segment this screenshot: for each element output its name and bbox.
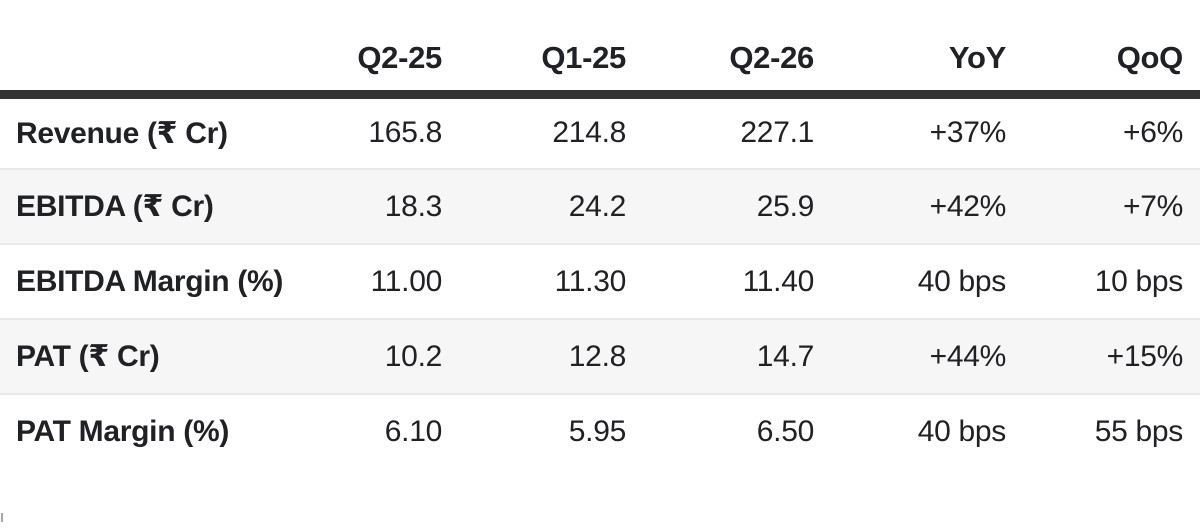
cell-value: 6.10 bbox=[258, 393, 442, 469]
row-label: PAT (₹ Cr) bbox=[0, 318, 258, 394]
table-row: EBITDA Margin (%) 11.00 11.30 11.40 40 bps 10… bbox=[0, 243, 1200, 319]
cell-value: 14.7 bbox=[626, 318, 814, 394]
cell-value: 10.2 bbox=[258, 318, 442, 394]
cell-value: 40 bps bbox=[814, 243, 1006, 319]
cell-value: 5.95 bbox=[442, 393, 626, 469]
table-header: Q2-25 Q1-25 Q2-26 YoY QoQ bbox=[0, 0, 1200, 99]
cell-value: 227.1 bbox=[740, 116, 814, 150]
cell-value: 11.40 bbox=[626, 243, 814, 319]
cell-value: 55 bps bbox=[1006, 393, 1200, 469]
row-label: PAT Margin (%) bbox=[0, 393, 258, 469]
cell-value: 11.30 bbox=[442, 243, 626, 319]
column-header-q2-26: Q2-26 bbox=[626, 0, 814, 99]
table-row: PAT (₹ Cr) 10.2 12.8 14.7 +44% +15% bbox=[0, 318, 1200, 394]
quarterly-financials-table: Q2-25 Q1-25 Q2-26 YoY QoQ Revenue (₹ Cr)… bbox=[0, 0, 1200, 469]
table-row: Revenue (₹ Cr) 165.8 214.8 227.1 +37% +6% bbox=[0, 94, 1200, 169]
row-label: EBITDA Margin (%) bbox=[0, 243, 283, 319]
cell-value: 10 bps bbox=[1006, 243, 1200, 319]
column-header-q2-25: Q2-25 bbox=[258, 0, 442, 99]
cell-value: +15% bbox=[1006, 318, 1200, 394]
cell-value: +6% bbox=[1123, 116, 1183, 150]
cell-value: 40 bps bbox=[814, 393, 1006, 469]
row-label: EBITDA (₹ Cr) bbox=[0, 168, 258, 244]
table-row: EBITDA (₹ Cr) 18.3 24.2 25.9 +42% +7% bbox=[0, 168, 1200, 244]
column-header-yoy: YoY bbox=[814, 0, 1006, 99]
row-label: Revenue (₹ Cr) bbox=[16, 116, 228, 150]
cell-value: +37% bbox=[929, 116, 1007, 150]
column-header-q1-25: Q1-25 bbox=[442, 0, 626, 99]
cell-value: 12.8 bbox=[442, 318, 626, 394]
cell-value: 18.3 bbox=[258, 168, 442, 244]
cell-value: 24.2 bbox=[442, 168, 626, 244]
cell-value: +7% bbox=[1006, 168, 1200, 244]
cell-value: 6.50 bbox=[626, 393, 814, 469]
table-body: Revenue (₹ Cr) 165.8 214.8 227.1 +37% +6% EBIT… bbox=[0, 94, 1200, 469]
cell-value: 214.8 bbox=[552, 116, 626, 150]
column-header-qoq: QoQ bbox=[1006, 0, 1200, 99]
cell-value: +44% bbox=[814, 318, 1006, 394]
table-row: PAT Margin (%) 6.10 5.95 6.50 40 bps 55 bps bbox=[0, 393, 1200, 469]
cell-value: 165.8 bbox=[368, 116, 442, 150]
column-header-metric bbox=[0, 0, 258, 99]
header-row: Q2-25 Q1-25 Q2-26 YoY QoQ bbox=[0, 0, 1200, 99]
cell-value: 11.00 bbox=[258, 243, 442, 319]
stray-tick-artifact bbox=[1, 513, 3, 522]
cell-value: +42% bbox=[814, 168, 1006, 244]
cell-value: 25.9 bbox=[626, 168, 814, 244]
